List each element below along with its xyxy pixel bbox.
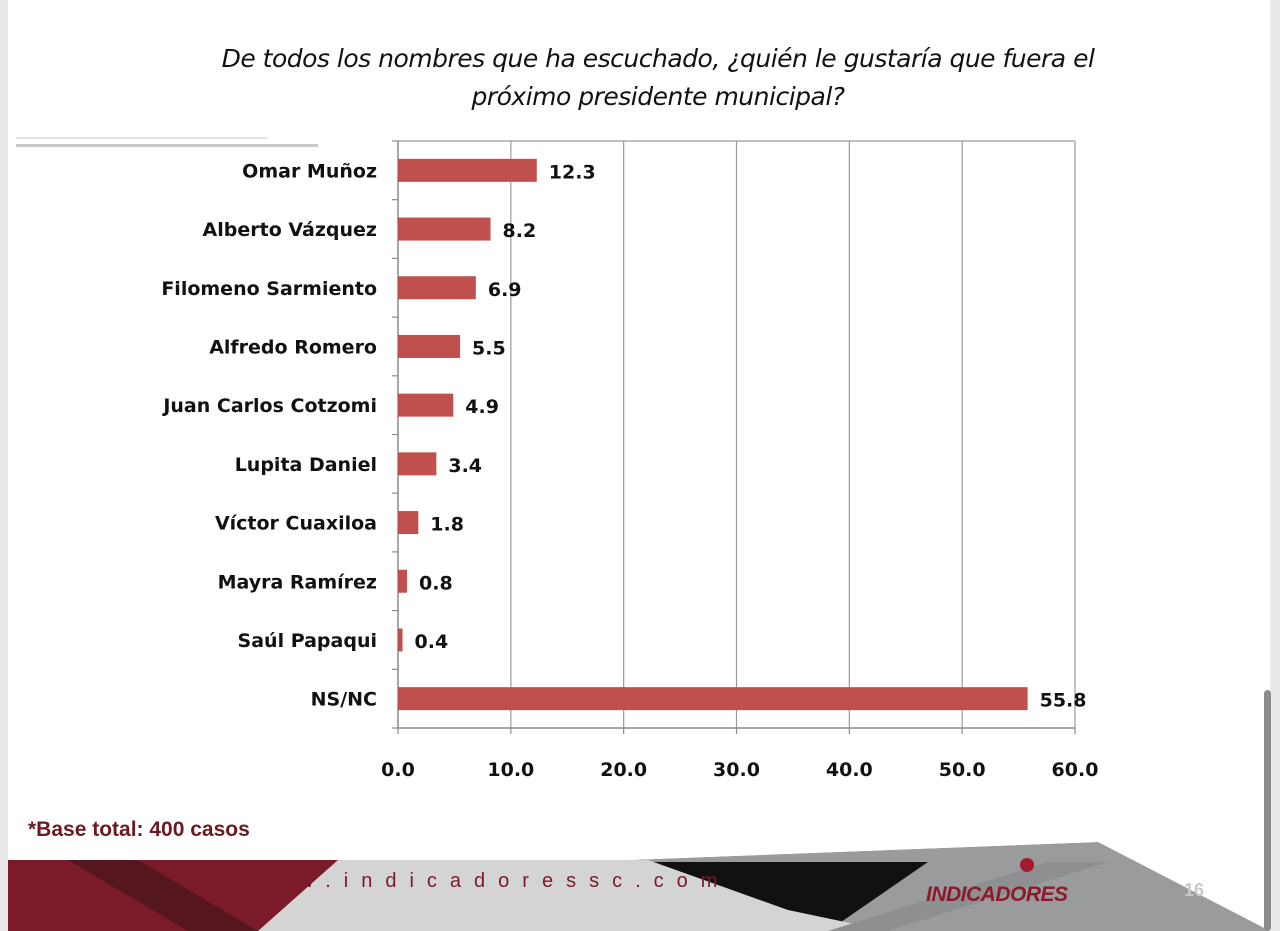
data-label: 55.8 [1040,690,1087,712]
bar [398,628,403,652]
category-label: NS/NC [311,689,377,711]
data-label: 8.2 [503,220,537,242]
footer-website[interactable]: www.indicadoressc.com [244,870,731,892]
chart-title-line-2: próximo presidente municipal? [471,82,845,111]
page-number: 16 [1184,880,1205,900]
bar [398,687,1028,711]
category-label: Lupita Daniel [235,454,377,476]
bar [398,511,419,535]
x-tick-label: 30.0 [713,759,760,781]
title-divider-bold [16,144,318,147]
category-label: Omar Muñoz [242,160,377,182]
data-label: 3.4 [448,455,482,477]
vertical-scrollbar[interactable] [1264,690,1271,931]
base-note: *Base total: 400 casos [28,818,250,841]
bar [398,334,461,358]
x-tick-label: 20.0 [600,759,647,781]
x-tick-label: 40.0 [826,759,873,781]
chart-title-line-1: De todos los nombres que ha escuchado, ¿… [221,44,1095,73]
data-label: 5.5 [472,337,506,359]
bar [398,276,476,300]
category-label: Alberto Vázquez [203,219,377,241]
slide: De todos los nombres que ha escuchado, ¿… [8,0,1270,931]
category-label: Filomeno Sarmiento [161,278,377,300]
bar [398,569,408,593]
x-tick-label: 10.0 [487,759,534,781]
data-label: 1.8 [430,514,464,536]
data-label: 6.9 [488,279,522,301]
category-label: Juan Carlos Cotzomi [161,395,377,417]
category-label: Mayra Ramírez [218,571,377,593]
data-label: 0.4 [415,631,449,653]
category-label: Víctor Cuaxiloa [215,513,377,535]
data-label: 4.9 [465,396,499,418]
bar-chart: 0.0 10.0 20.0 30.0 40.0 50.0 60.0 Omar Muñoz 12.… [161,140,1099,781]
x-tick-label: 50.0 [939,759,986,781]
logo-dot-icon [1020,858,1034,872]
title-divider [16,137,268,139]
data-label: 12.3 [549,161,596,183]
chart-title: De todos los nombres que ha escuchado, ¿… [188,40,1128,116]
bar [398,217,491,241]
data-label: 0.8 [419,572,453,594]
bar [398,452,437,476]
x-tick-label: 60.0 [1052,759,1099,781]
footer-band [8,840,1270,931]
bar [398,158,537,182]
x-tick-label: 0.0 [381,759,415,781]
bar [398,393,454,417]
category-label: Alfredo Romero [209,336,377,358]
company-logo: INDICADORES [926,883,1068,906]
category-label: Saúl Papaqui [238,630,377,652]
